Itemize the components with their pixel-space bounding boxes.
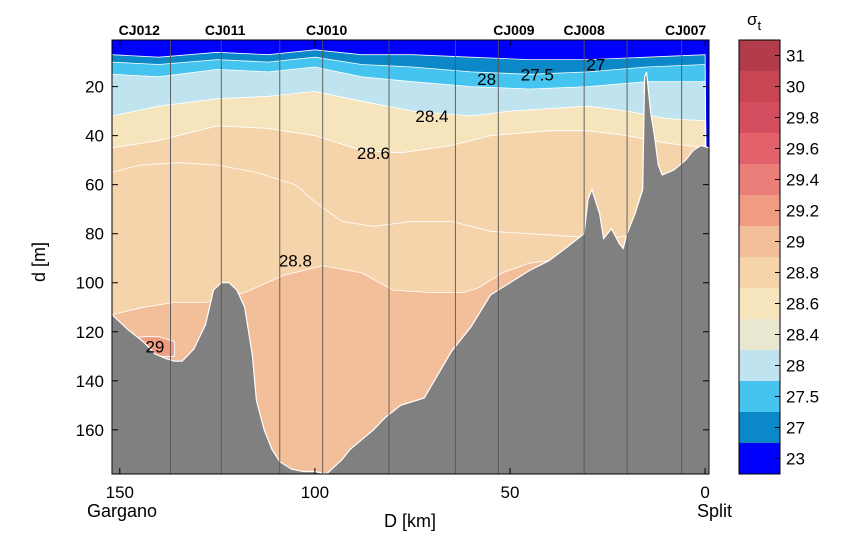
colorbar-bin	[739, 443, 780, 474]
y-tick-label: 60	[85, 176, 104, 195]
x-tick-label: 100	[301, 483, 329, 502]
x-axis-label: D [km]	[384, 511, 436, 531]
colorbar-label: 29.2	[786, 202, 819, 221]
contour-label: 28	[477, 70, 496, 89]
colorbar-label: 29.4	[786, 171, 819, 190]
y-tick-label: 160	[76, 421, 104, 440]
colorbar-label: 28.8	[786, 264, 819, 283]
contour-label: 27.5	[521, 65, 554, 84]
colorbar-bins	[739, 40, 780, 474]
colorbar-bin	[739, 350, 780, 381]
colorbar-label: 27	[786, 419, 805, 438]
x-ticks: 150 100 50 0	[106, 40, 710, 502]
colorbar-bin	[739, 102, 780, 133]
colorbar-label: 29.6	[786, 140, 819, 159]
y-tick-label: 120	[76, 323, 104, 342]
colorbar-label: 27.5	[786, 388, 819, 407]
colorbar-bin	[739, 226, 780, 257]
station-labels: CJ012 CJ011 CJ010 CJ009 CJ008 CJ007	[119, 22, 707, 38]
colorbar-label: 28.4	[786, 326, 819, 345]
colorbar-bin	[739, 195, 780, 226]
station-profile-lines	[170, 40, 683, 474]
seafloor-bathymetry	[112, 71, 709, 474]
colorbar-bin	[739, 71, 780, 102]
x-tick-label: 50	[501, 483, 520, 502]
x-tick-label: 0	[700, 483, 709, 502]
x-tick-label: 150	[106, 483, 134, 502]
y-tick-label: 20	[85, 78, 104, 97]
y-ticks: 20 40 60 80 100 120 140 160	[76, 78, 709, 440]
colorbar-bin	[739, 288, 780, 319]
colorbar-bin	[739, 381, 780, 412]
station-label: CJ011	[205, 22, 246, 38]
contour-label: 28.4	[415, 107, 448, 126]
station-label: CJ012	[119, 22, 160, 38]
y-axis-label: d [m]	[29, 242, 49, 282]
contour-label: 29	[145, 337, 164, 356]
colorbar-bin	[739, 319, 780, 350]
colorbar-bin	[739, 257, 780, 288]
colorbar-label: 28	[786, 357, 805, 376]
y-tick-label: 140	[76, 372, 104, 391]
left-endpoint-label: Gargano	[87, 501, 157, 521]
contour-label: 28.8	[279, 252, 312, 271]
station-label: CJ007	[665, 22, 706, 38]
station-label: CJ008	[564, 22, 605, 38]
colorbar-bin	[739, 164, 780, 195]
y-tick-label: 80	[85, 225, 104, 244]
colorbar-title: σt	[747, 10, 762, 33]
colorbar-labels: 23 27 27.5 28 28.4 28.6 28.8 29 29.2 29.4 29.6 29.8…	[786, 47, 819, 469]
right-endpoint-label: Split	[697, 501, 732, 521]
colorbar-label: 29	[786, 233, 805, 252]
axes: 150 100 50 0 20 40 60 80 100 120 140 160 D [km] d …	[29, 40, 732, 531]
colorbar-label: 29.8	[786, 109, 819, 128]
colorbar-frame	[738, 39, 781, 475]
station-label: CJ010	[306, 22, 347, 38]
colorbar-bin	[739, 40, 780, 71]
contour-labels: 27 27.5 28 28.4 28.6 28.8 29	[145, 56, 605, 357]
station-label: CJ009	[493, 22, 534, 38]
colorbar: σt 232727.52828.428.628.82929.229.429.62…	[738, 10, 819, 475]
colorbar-label: 31	[786, 47, 805, 66]
colorbar-label: 30	[786, 78, 805, 97]
contour-label: 28.6	[357, 144, 390, 163]
plot-area	[112, 40, 709, 474]
contour-label: 27	[586, 56, 605, 75]
colorbar-label: 28.6	[786, 295, 819, 314]
plot-frame	[111, 39, 710, 475]
colorbar-bin	[739, 412, 780, 443]
colorbar-label: 23	[786, 450, 805, 469]
y-tick-label: 100	[76, 274, 104, 293]
y-tick-label: 40	[85, 127, 104, 146]
colorbar-bin	[739, 133, 780, 164]
